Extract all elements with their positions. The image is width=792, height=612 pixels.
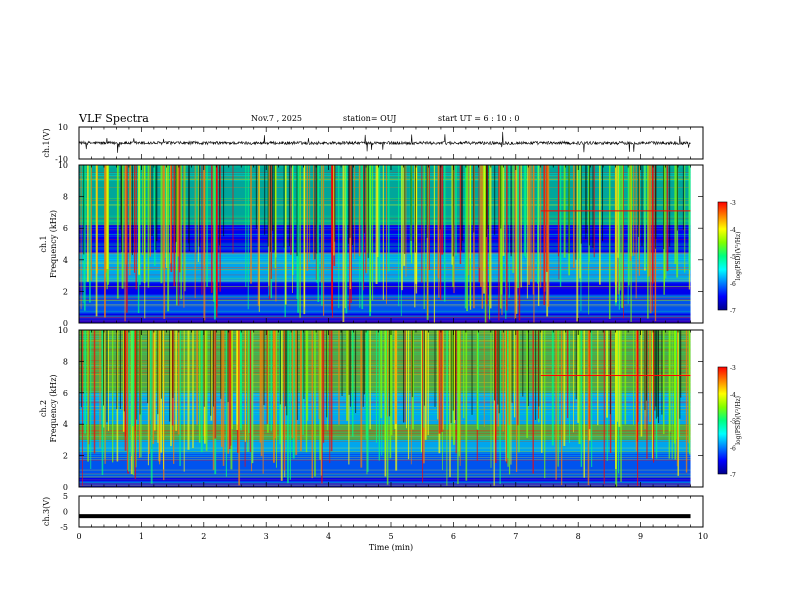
ch1-spectrogram-ytick-label: 6 — [63, 224, 68, 233]
ch3-trace — [79, 514, 691, 519]
x-tick-label: 5 — [388, 532, 393, 541]
ch1-spectrogram-colorbar-label: log(PSD)(V²/Hz) — [735, 232, 742, 281]
x-tick-label: 2 — [201, 532, 206, 541]
ch2-spectrogram-ylabel: Frequency (kHz) — [49, 374, 58, 442]
x-tick-label: 4 — [326, 532, 331, 541]
ch3-ytick-label: 0 — [63, 508, 68, 517]
ch2-spectrogram-ytick-label: 8 — [63, 357, 68, 366]
ch1-spectrogram-ytick-label: 4 — [63, 256, 68, 265]
ch2-spectrogram-colorbar-tick: -3 — [730, 365, 736, 372]
ch1-spectrogram-ylabel: Frequency (kHz) — [49, 210, 58, 278]
ch1-spectrogram-colorbar-tick: -7 — [730, 308, 736, 315]
start-time-label: start UT = 6 : 10 : 0 — [438, 114, 520, 123]
ch1-spectrogram-channel-label: ch.1 — [39, 235, 48, 252]
station-label: station= OUJ — [343, 114, 397, 123]
ch2-spectrogram-ytick-label: 4 — [63, 420, 68, 429]
ch2-spectrogram-colorbar-tick: -7 — [730, 472, 736, 479]
ch1-ylabel: ch.1(V) — [42, 128, 51, 157]
ch2-spectrogram-ytick-label: 0 — [63, 483, 68, 492]
ch2-spectrogram-heatmap — [79, 330, 691, 487]
x-tick-label: 8 — [576, 532, 581, 541]
ch1-spectrogram-band — [79, 313, 691, 323]
ch1-spectrogram-heatmap — [79, 165, 691, 323]
ch1-spectrogram-ytick-label: 0 — [63, 319, 68, 328]
ch1-spectrogram-ytick-label: 8 — [63, 193, 68, 202]
ch1-spectrogram-colorbar — [717, 201, 728, 311]
ch2-spectrogram-colorbar-tick: -5 — [730, 419, 736, 426]
ch2-spectrogram-channel-label: ch.2 — [39, 400, 48, 417]
x-tick-label: 9 — [638, 532, 643, 541]
x-tick-label: 0 — [76, 532, 81, 541]
x-tick-label: 3 — [264, 532, 269, 541]
x-axis-label: Time (min) — [369, 543, 413, 552]
ch2-spectrogram-ytick-label: 6 — [63, 389, 68, 398]
ch1-spectrogram-colorbar-tick: -5 — [730, 254, 736, 261]
x-tick-label: 10 — [698, 532, 708, 541]
ch1-ytick-label: -10 — [55, 155, 68, 164]
ch3-ylabel: ch.3(V) — [42, 497, 51, 526]
ch1-ytick-label: 10 — [58, 123, 68, 132]
ch1-spectrogram-colorbar-tick: -3 — [730, 200, 736, 207]
ch1-spectrogram-colorbar-tick: -4 — [730, 227, 736, 234]
ch2-spectrogram-colorbar — [717, 366, 728, 475]
ch2-spectrogram-colorbar-label: log(PSD)(V²/Hz) — [735, 396, 742, 445]
ch1-spectrogram-ytick-label: 10 — [58, 161, 68, 170]
x-tick-label: 6 — [451, 532, 456, 541]
ch1-spectrogram-ytick-label: 2 — [63, 287, 68, 296]
x-tick-label: 7 — [513, 532, 518, 541]
ch3-ytick-label: -5 — [60, 523, 68, 532]
ch2-spectrogram-ytick-label: 10 — [58, 326, 68, 335]
ch2-spectrogram-colorbar-tick: -4 — [730, 392, 736, 399]
date-label: Nov.7 , 2025 — [251, 114, 303, 123]
ch2-spectrogram-colorbar-tick: -6 — [730, 445, 736, 452]
ch1-spectrogram-colorbar-tick: -6 — [730, 281, 736, 288]
ch3-ytick-label: 5 — [63, 492, 68, 501]
ch1-trace — [78, 131, 691, 153]
x-tick-label: 1 — [139, 532, 144, 541]
ch2-spectrogram-ytick-label: 2 — [63, 452, 68, 461]
chart-title: VLF Spectra — [79, 112, 149, 125]
